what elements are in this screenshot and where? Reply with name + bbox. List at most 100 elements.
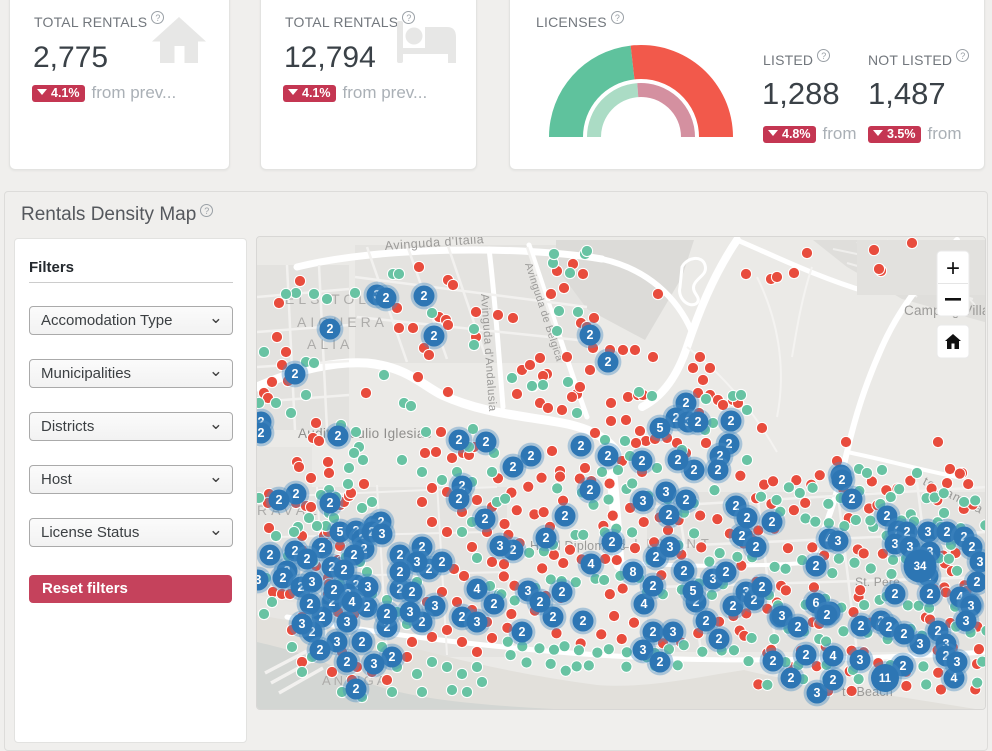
svg-text:2: 2 [276,493,283,507]
svg-text:3: 3 [892,537,899,551]
svg-text:2: 2 [456,492,463,506]
svg-text:2: 2 [359,635,366,649]
svg-text:2: 2 [537,595,544,609]
svg-text:3: 3 [344,615,351,629]
svg-text:3: 3 [525,584,532,598]
svg-text:2: 2 [431,329,438,343]
svg-text:2: 2 [383,291,390,305]
svg-text:2: 2 [378,515,385,529]
svg-text:2: 2 [483,435,490,449]
svg-text:2: 2 [944,525,951,539]
svg-text:2: 2 [795,620,802,634]
svg-text:2: 2 [426,562,433,576]
svg-text:2: 2 [753,540,760,554]
svg-text:2: 2 [344,655,351,669]
svg-text:2: 2 [298,580,305,594]
svg-text:3: 3 [432,599,439,613]
svg-text:2: 2 [969,540,976,554]
svg-text:2: 2 [292,544,299,558]
svg-text:2: 2 [695,415,702,429]
svg-text:3: 3 [497,539,504,553]
svg-text:3: 3 [670,625,677,639]
svg-text:3: 3 [414,555,421,569]
svg-text:2: 2 [715,463,722,477]
svg-text:2: 2 [884,509,891,523]
svg-text:2: 2 [717,449,724,463]
svg-text:2: 2 [703,614,710,628]
svg-text:3: 3 [835,534,842,548]
svg-text:2: 2 [482,512,489,526]
svg-text:3: 3 [977,555,984,569]
svg-text:3: 3 [968,599,975,613]
svg-text:2: 2 [716,632,723,646]
svg-text:4: 4 [474,582,481,596]
svg-text:+: + [946,255,960,282]
svg-text:2: 2 [559,585,566,599]
svg-text:2: 2 [728,414,735,428]
svg-text:2: 2 [943,649,950,663]
svg-text:34: 34 [914,561,927,573]
svg-text:2: 2 [307,597,314,611]
svg-text:2: 2 [605,449,612,463]
svg-text:4: 4 [588,557,595,571]
svg-text:3: 3 [371,657,378,671]
svg-text:2: 2 [650,579,657,593]
svg-text:2: 2 [293,487,300,501]
svg-text:3: 3 [257,573,262,587]
svg-text:3: 3 [925,525,932,539]
svg-text:2: 2 [849,492,856,506]
svg-text:4: 4 [641,597,648,611]
svg-text:3: 3 [667,540,674,554]
svg-text:3: 3 [857,653,864,667]
svg-text:2: 2 [739,529,746,543]
svg-text:3: 3 [943,637,950,651]
svg-text:2: 2 [491,597,498,611]
svg-text:2: 2 [510,460,517,474]
svg-text:2: 2 [341,563,348,577]
svg-text:2: 2 [759,580,766,594]
svg-text:2: 2 [683,493,690,507]
svg-text:2: 2 [723,565,730,579]
svg-text:2: 2 [317,643,324,657]
svg-text:2: 2 [510,543,517,557]
svg-text:2: 2 [329,560,336,574]
svg-text:2: 2 [683,396,690,410]
svg-text:2: 2 [351,548,358,562]
svg-text:2: 2 [384,607,391,621]
svg-text:2: 2 [353,682,360,696]
svg-text:2: 2 [304,552,311,566]
svg-text:2: 2 [830,673,837,687]
svg-text:2: 2 [280,571,287,585]
svg-text:2: 2 [587,328,594,342]
svg-text:2: 2 [675,453,682,467]
svg-text:2: 2 [421,289,428,303]
svg-text:4: 4 [951,671,958,685]
svg-text:3: 3 [299,617,306,631]
svg-text:2: 2 [901,627,908,641]
svg-text:2: 2 [319,541,326,555]
svg-text:2: 2 [580,614,587,628]
svg-text:2: 2 [803,648,810,662]
svg-text:3: 3 [663,485,670,499]
svg-text:2: 2 [605,355,612,369]
svg-text:2: 2 [693,595,700,609]
svg-text:2: 2 [459,610,466,624]
svg-text:3: 3 [407,605,414,619]
svg-text:2: 2 [733,499,740,513]
svg-text:2: 2 [813,559,820,573]
svg-text:2: 2 [726,437,733,451]
svg-text:2: 2 [329,595,336,609]
svg-text:2: 2 [309,625,316,639]
svg-text:3: 3 [334,635,341,649]
svg-text:3: 3 [379,527,386,541]
svg-text:3: 3 [710,572,717,586]
svg-text:3: 3 [917,637,924,651]
svg-text:2: 2 [397,565,404,579]
svg-text:2: 2 [824,608,831,622]
svg-text:2: 2 [258,415,265,429]
svg-text:2: 2 [456,433,463,447]
svg-text:2: 2 [258,426,265,440]
svg-text:2: 2 [419,540,426,554]
svg-text:2: 2 [751,593,758,607]
svg-text:2: 2 [319,610,326,624]
